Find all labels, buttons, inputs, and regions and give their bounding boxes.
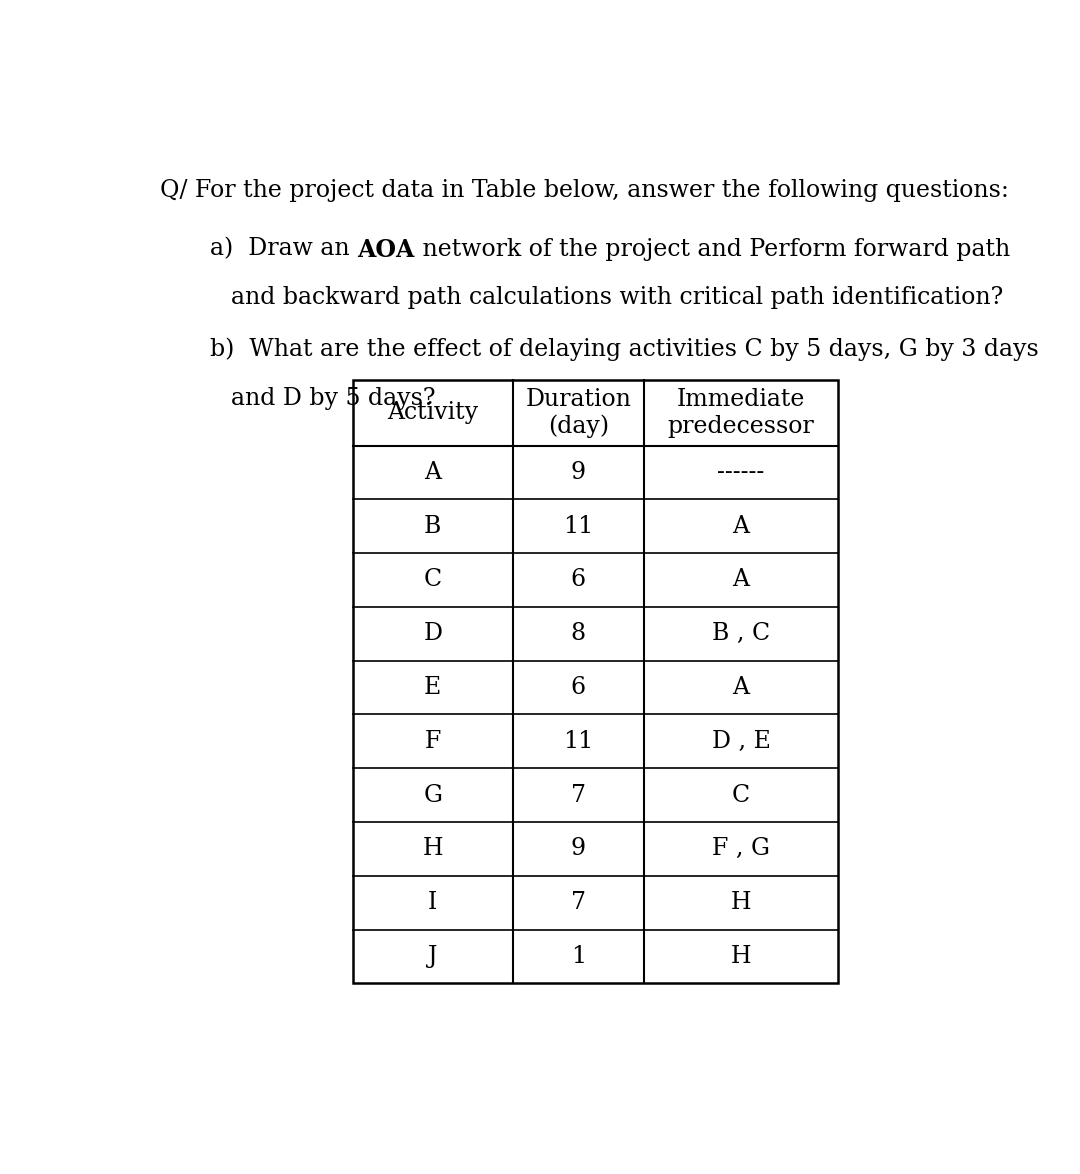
Text: 8: 8 bbox=[571, 622, 586, 646]
Text: 9: 9 bbox=[571, 461, 586, 484]
Text: A: A bbox=[732, 568, 750, 592]
Text: 6: 6 bbox=[571, 676, 586, 699]
Text: Duration
(day): Duration (day) bbox=[526, 387, 632, 438]
Text: network of the project and Perform forward path: network of the project and Perform forwa… bbox=[415, 237, 1010, 261]
Text: Q/ For the project data in Table below, answer the following questions:: Q/ For the project data in Table below, … bbox=[160, 178, 1009, 202]
Text: A: A bbox=[732, 676, 750, 699]
Text: H: H bbox=[422, 837, 443, 861]
Text: B , C: B , C bbox=[712, 622, 770, 646]
Text: C: C bbox=[732, 783, 750, 807]
Text: I: I bbox=[428, 891, 437, 915]
Bar bbox=[352, 380, 838, 984]
Text: B: B bbox=[424, 514, 442, 538]
Text: F: F bbox=[424, 730, 441, 753]
Text: F , G: F , G bbox=[712, 837, 770, 861]
Text: Immediate
predecessor: Immediate predecessor bbox=[667, 389, 814, 438]
Text: AOA: AOA bbox=[357, 237, 415, 262]
Text: D , E: D , E bbox=[712, 730, 770, 753]
Text: E: E bbox=[424, 676, 442, 699]
Text: A: A bbox=[424, 461, 442, 484]
Text: C: C bbox=[423, 568, 442, 592]
Text: ------: ------ bbox=[717, 461, 765, 484]
Text: 7: 7 bbox=[571, 783, 585, 807]
Text: H: H bbox=[731, 891, 752, 915]
Text: Activity: Activity bbox=[387, 402, 478, 425]
Text: H: H bbox=[731, 945, 752, 969]
Text: D: D bbox=[423, 622, 442, 646]
Text: 7: 7 bbox=[571, 891, 585, 915]
Text: 6: 6 bbox=[571, 568, 586, 592]
Text: a)  Draw an: a) Draw an bbox=[211, 237, 357, 261]
Text: G: G bbox=[423, 783, 442, 807]
Text: 11: 11 bbox=[564, 730, 594, 753]
Text: 11: 11 bbox=[564, 514, 594, 538]
Text: A: A bbox=[732, 514, 750, 538]
Text: b)  What are the effect of delaying activities C by 5 days, G by 3 days: b) What are the effect of delaying activ… bbox=[211, 338, 1039, 362]
Text: and D by 5 days?: and D by 5 days? bbox=[231, 386, 435, 410]
Text: 9: 9 bbox=[571, 837, 586, 861]
Text: and backward path calculations with critical path identification?: and backward path calculations with crit… bbox=[231, 285, 1003, 309]
Text: 1: 1 bbox=[571, 945, 586, 969]
Text: J: J bbox=[428, 945, 437, 969]
